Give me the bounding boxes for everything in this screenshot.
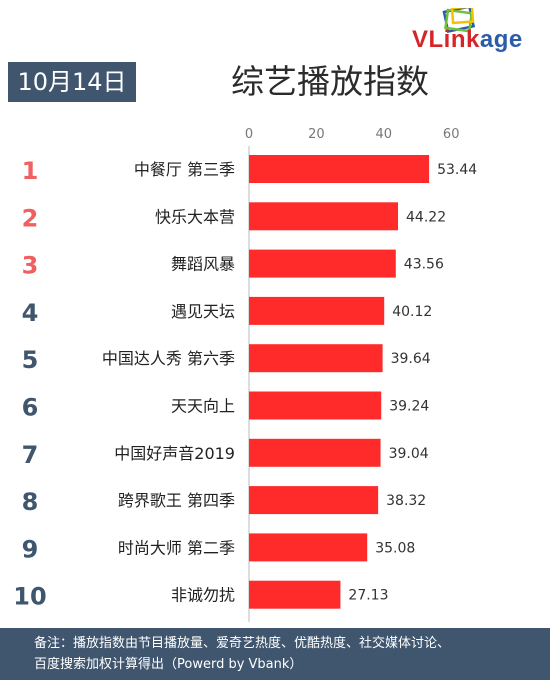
category-label: 跨界歌王 第四季 (118, 491, 235, 510)
value-label: 44.22 (406, 209, 446, 225)
footnote-line-1: 备注：播放指数由节目播放量、爱奇艺热度、优酷热度、社交媒体讨论、 (34, 636, 451, 651)
bar (249, 296, 385, 325)
bar-chart: 0 20 40 60 1 中餐厅 第三季 53.44 2 快乐大本营 44.22 3 舞蹈风暴 43.5… (13, 127, 477, 622)
value-label: 27.13 (348, 588, 388, 604)
value-label: 39.04 (389, 446, 429, 462)
category-label: 时尚大师 第二季 (118, 538, 235, 557)
rank-number: 7 (22, 441, 39, 469)
x-tick-label: 20 (308, 127, 325, 142)
category-label: 中国好声音2019 (114, 444, 235, 463)
bar (249, 438, 381, 467)
x-tick-label: 0 (245, 127, 253, 142)
value-label: 38.32 (386, 493, 426, 509)
logo-wordmark: VLinkage (412, 26, 523, 54)
footnote-line-2: 百度搜索加权计算得出（Powerd by Vbank） (34, 657, 303, 672)
rank-number: 6 (22, 394, 39, 422)
bar (249, 249, 396, 278)
category-label: 遇见天坛 (171, 302, 235, 321)
footnote: 备注：播放指数由节目播放量、爱奇艺热度、优酷热度、社交媒体讨论、 百度搜索加权计… (0, 628, 550, 680)
date-badge: 10月14日 (8, 62, 136, 102)
category-label: 天天向上 (171, 397, 235, 416)
rank-number: 3 (22, 252, 39, 280)
category-label: 中国达人秀 第六季 (102, 349, 235, 368)
rank-number: 4 (22, 299, 39, 327)
rank-number: 10 (13, 583, 46, 611)
stacked-frames-icon (442, 8, 476, 34)
value-label: 53.44 (437, 162, 477, 178)
category-label: 非诚勿扰 (171, 586, 235, 605)
logo-text-part-2: age (479, 26, 523, 53)
bar (249, 344, 383, 373)
vlinkage-logo: VLinkage (392, 8, 542, 56)
chart-title: 综艺播放指数 (231, 62, 429, 101)
x-tick-label: 40 (376, 127, 393, 142)
rank-number: 8 (22, 488, 39, 516)
rank-number: 1 (22, 157, 39, 185)
rank-number: 9 (22, 535, 39, 563)
value-label: 39.24 (389, 399, 429, 415)
bar (249, 580, 341, 609)
value-label: 35.08 (375, 540, 415, 556)
value-label: 40.12 (392, 304, 432, 320)
category-label: 中餐厅 第三季 (134, 160, 235, 179)
bar (249, 486, 379, 515)
x-tick-label: 60 (443, 127, 460, 142)
bar (249, 155, 430, 183)
value-label: 39.64 (391, 351, 431, 367)
value-label: 43.56 (404, 257, 444, 273)
category-label: 舞蹈风暴 (171, 255, 235, 274)
logo-text-part-1: VLink (412, 26, 480, 53)
rank-number: 5 (22, 346, 39, 374)
bar (249, 202, 399, 231)
bar (249, 533, 368, 562)
rank-number: 2 (22, 204, 39, 232)
category-label: 快乐大本营 (155, 207, 235, 226)
bar (249, 391, 382, 420)
